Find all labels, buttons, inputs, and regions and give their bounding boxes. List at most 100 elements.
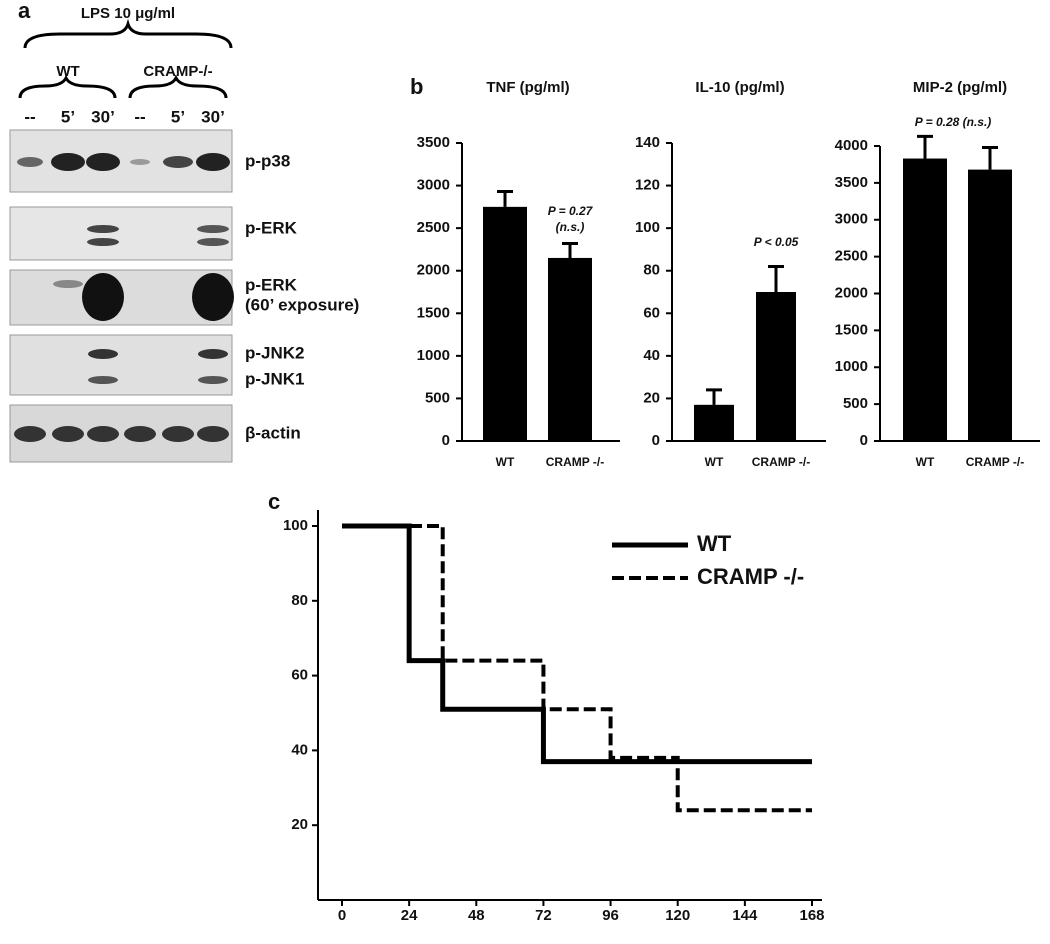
y-tick-label: 2000 [417, 262, 450, 279]
x-tick-label: WT [705, 455, 724, 469]
lane-label: -- [134, 107, 145, 126]
band [124, 426, 156, 442]
band [192, 273, 234, 321]
y-tick-label: 140 [635, 134, 660, 151]
band [198, 349, 228, 359]
error-bar [982, 145, 998, 170]
y-tick-label: 2500 [835, 248, 868, 265]
y-tick-label: 3000 [417, 177, 450, 194]
group-label: WT [56, 63, 79, 80]
y-tick-label: 80 [291, 592, 308, 609]
band [197, 238, 229, 246]
chart-title: IL-10 (pg/ml) [695, 79, 784, 96]
y-tick-label: 1500 [417, 304, 450, 321]
x-tick-label: WT [496, 455, 515, 469]
y-tick-label: 3500 [835, 174, 868, 191]
x-tick-label: CRAMP -/- [546, 455, 604, 469]
blot [9, 404, 233, 463]
y-tick-label: 1000 [835, 358, 868, 375]
survival-line [342, 524, 812, 813]
y-tick-label: 40 [291, 741, 308, 758]
bar [903, 158, 947, 441]
x-tick-label: 120 [665, 907, 690, 924]
y-tick-label: 1000 [417, 347, 450, 364]
annotation: P < 0.05 [754, 235, 799, 249]
row-label: p-p38 [245, 151, 290, 170]
legend-label: WT [697, 531, 732, 556]
y-tick-label: 20 [291, 816, 308, 833]
band [163, 156, 193, 168]
y-tick-label: 60 [291, 667, 308, 684]
error-bar [497, 190, 513, 207]
band [88, 349, 118, 359]
bar [756, 292, 796, 441]
lane-label: 30’ [201, 107, 225, 126]
blot [9, 206, 233, 261]
y-tick-label: 3000 [835, 211, 868, 228]
error-bar [768, 264, 784, 292]
band [53, 280, 83, 288]
y-tick-label: 80 [643, 262, 660, 279]
x-tick-label: WT [916, 455, 935, 469]
y-tick-label: 0 [442, 432, 450, 449]
band [86, 153, 120, 171]
brace [18, 74, 117, 99]
y-tick-label: 20 [643, 389, 660, 406]
blots [9, 129, 234, 463]
panel-label: c [268, 489, 280, 514]
lane-label: 30’ [91, 107, 115, 126]
y-tick-label: 4000 [835, 137, 868, 154]
error-bar [706, 388, 722, 405]
annotation: P = 0.27 [548, 204, 594, 218]
y-tick-label: 500 [843, 395, 868, 412]
row-label: β-actin [245, 423, 301, 442]
chart-title: TNF (pg/ml) [486, 79, 569, 96]
treatment-label: LPS 10 μg/ml [81, 5, 175, 22]
row-label: p-JNK2 [245, 343, 305, 362]
band [87, 238, 119, 246]
y-tick-label: 500 [425, 389, 450, 406]
x-tick-label: 24 [401, 907, 418, 924]
group-label: CRAMP-/- [143, 63, 212, 80]
blot [9, 334, 233, 396]
bar [968, 169, 1012, 441]
y-tick-label: 2500 [417, 219, 450, 236]
band [88, 376, 118, 384]
band [51, 153, 85, 171]
band [196, 153, 230, 171]
x-tick-label: CRAMP -/- [966, 455, 1024, 469]
band [162, 426, 194, 442]
y-tick-label: 3500 [417, 134, 450, 151]
y-tick-label: 1500 [835, 321, 868, 338]
band [14, 426, 46, 442]
brace [128, 74, 228, 99]
band [52, 426, 84, 442]
x-tick-label: 96 [602, 907, 619, 924]
y-tick-label: 0 [860, 432, 868, 449]
annotation: (n.s.) [556, 220, 585, 234]
lane-label: -- [24, 107, 35, 126]
y-tick-label: 2000 [835, 284, 868, 301]
bar [483, 206, 527, 441]
band [87, 426, 119, 442]
error-bar [562, 241, 578, 258]
x-tick-label: 0 [338, 907, 346, 924]
legend-label: CRAMP -/- [697, 564, 804, 589]
band [198, 376, 228, 384]
bar [694, 404, 734, 441]
x-tick-label: 48 [468, 907, 485, 924]
lane-label: 5’ [61, 107, 75, 126]
y-tick-label: 100 [283, 517, 308, 534]
row-label: (60’ exposure) [245, 295, 359, 314]
error-bar [917, 134, 933, 159]
band [130, 159, 150, 165]
x-tick-label: 144 [732, 907, 758, 924]
row-label: p-ERK [245, 275, 298, 294]
row-label: p-ERK [245, 218, 298, 237]
lane-label: 5’ [171, 107, 185, 126]
y-tick-label: 60 [643, 304, 660, 321]
row-label: p-JNK1 [245, 369, 305, 388]
band [82, 273, 124, 321]
y-tick-label: 120 [635, 177, 660, 194]
panel-label: a [18, 0, 31, 23]
